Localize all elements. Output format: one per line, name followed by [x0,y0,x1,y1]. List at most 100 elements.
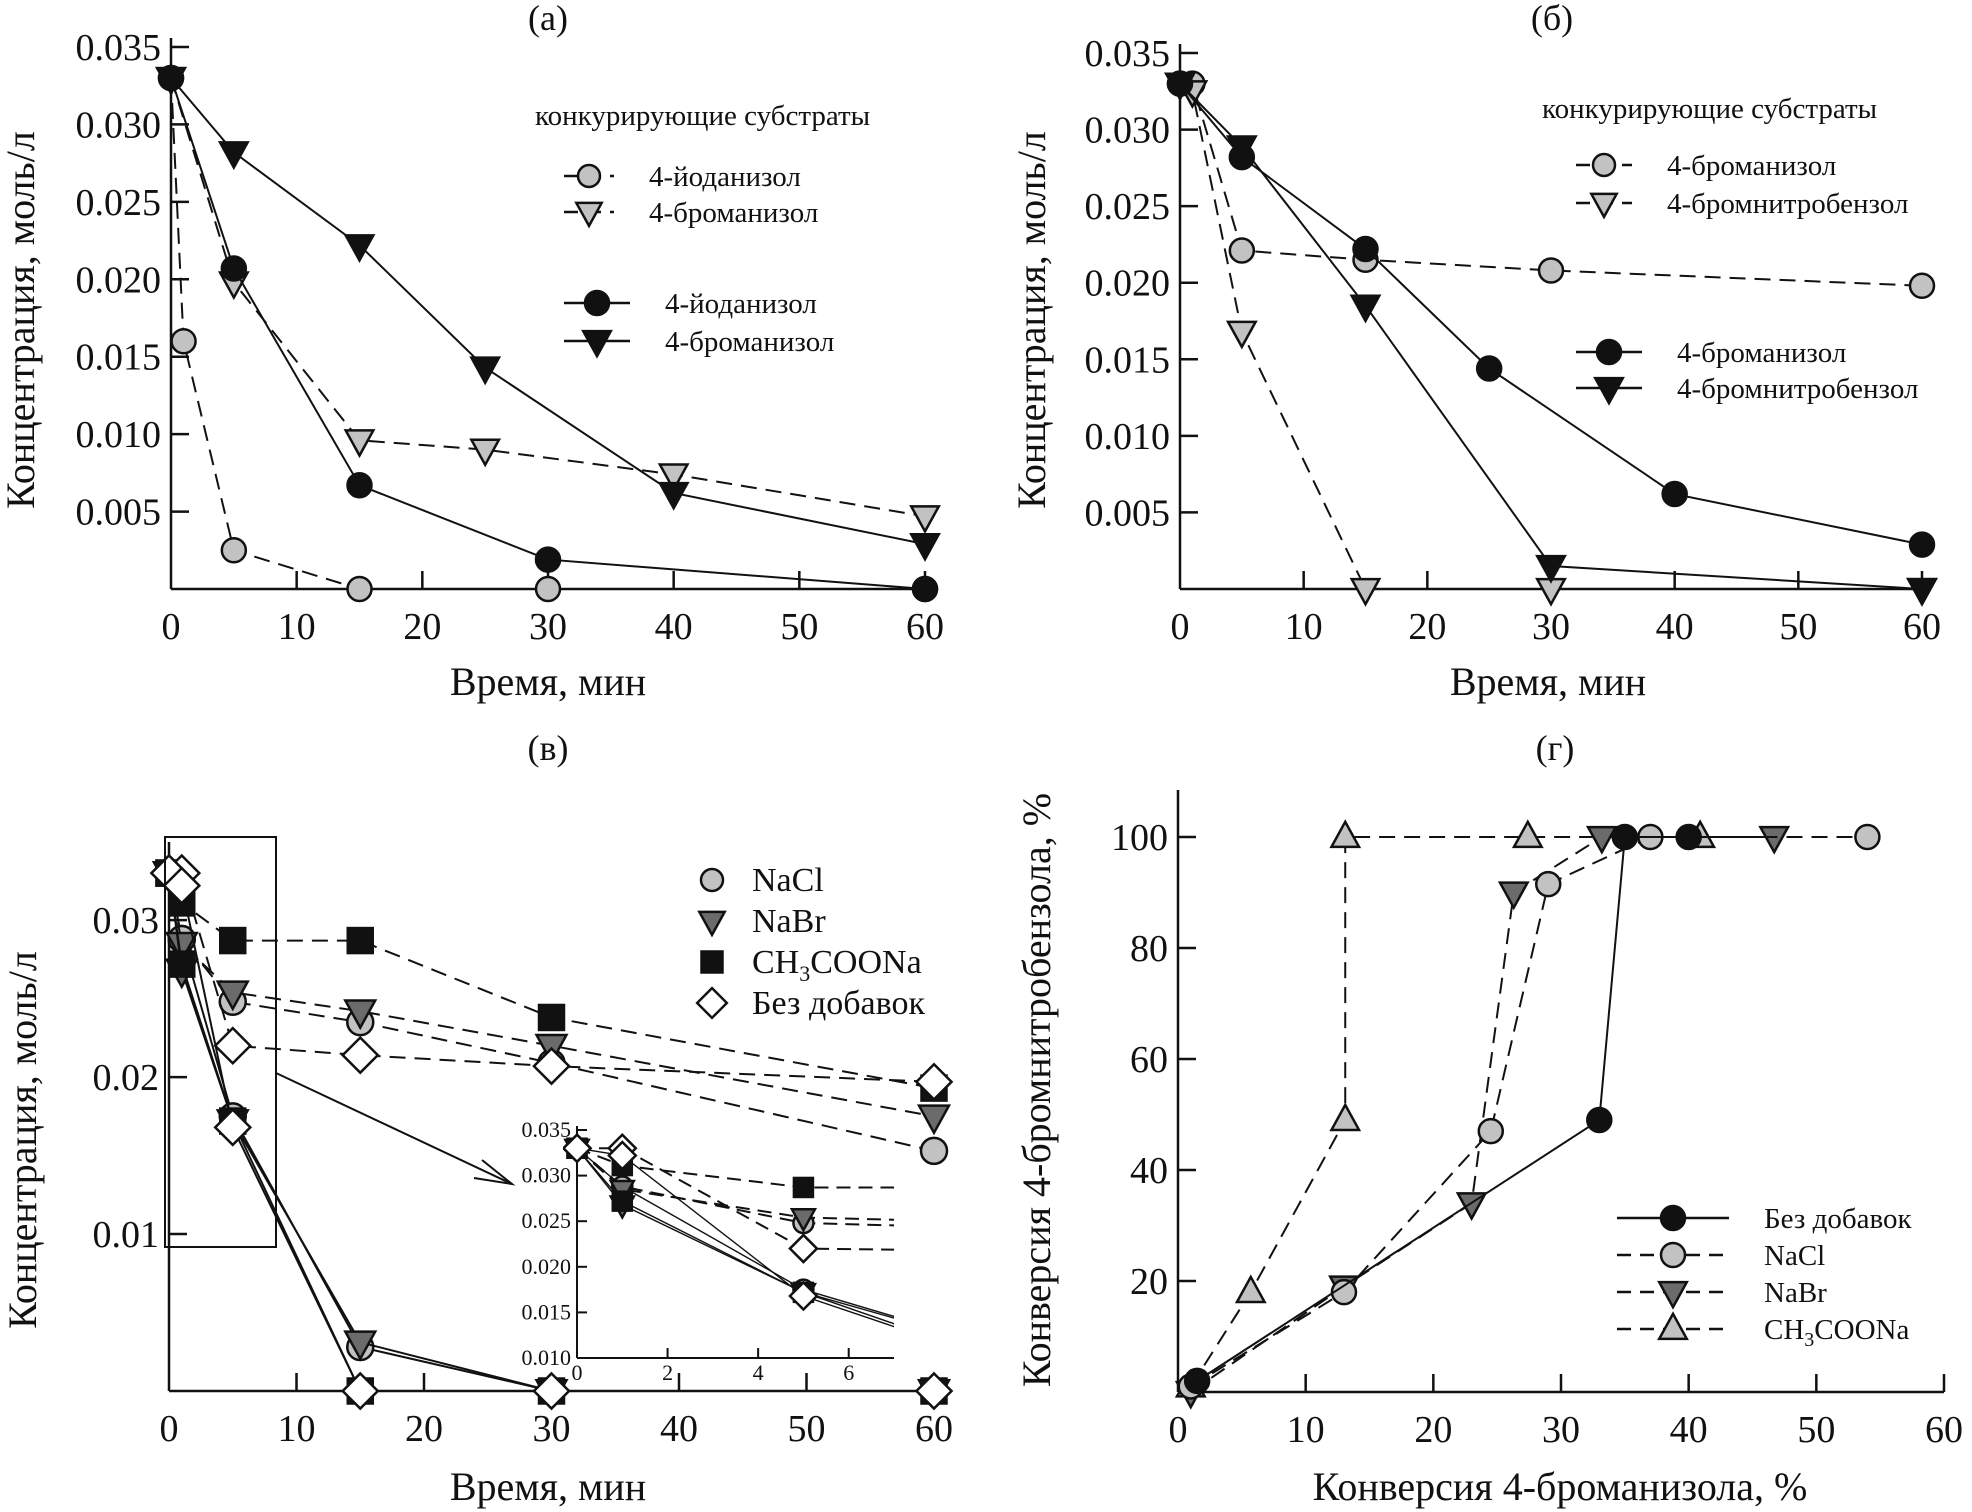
series-line [1189,836,1701,1387]
legend-label: Без добавок [1764,1203,1912,1235]
data-point-triangle-down [1535,554,1567,584]
x-tick-label: 30 [529,606,567,648]
y-tick-label: 0.030 [76,104,162,146]
data-point-triangle-down [343,999,378,1031]
data-point-triangle-down [909,505,941,534]
legend-marker-triangle-down [1657,1280,1689,1310]
series-line [170,77,926,518]
x-axis-title: Время, мин [1450,659,1646,704]
data-point-square [168,950,196,978]
data-point-triangle-down [1585,825,1618,855]
x-tick-label: 40 [660,1408,698,1450]
legend-marker-triangle-down [1589,192,1619,220]
data-point-circle [919,1136,949,1166]
y-tick-label: 20 [1130,1261,1168,1303]
data-point-triangle-down [916,1104,952,1136]
inset-series-line [576,1147,894,1325]
series-NaCl [1177,823,1881,1400]
data-point-triangle-down [343,429,376,459]
legend-marker-square [700,950,724,974]
inset-data-point-diamond [788,1233,819,1264]
legend-marker-triangle-up [1657,1311,1689,1341]
data-point-diamond [340,1371,380,1411]
x-tick-label: 50 [1779,606,1817,648]
y-tick-label: 0.005 [1085,492,1171,534]
x-tick-label: 50 [788,1408,826,1450]
inset-series [563,1132,894,1328]
legend: Без добавок NaCl NaBr CH3COONa [1617,1203,1912,1351]
inset-x-tick-label: 2 [662,1360,673,1385]
data-point-triangle-down [1225,320,1258,350]
x-tick-label: 10 [1285,606,1323,648]
data-point-circle [1477,1117,1505,1145]
legend-label: NaBr [1764,1277,1827,1309]
x-tick-label: 10 [1287,1409,1325,1451]
data-point-triangle-up [1329,819,1362,849]
series-Без-добавок-(4-бромнитробензол) [149,853,954,1411]
x-tick-label: 0 [1169,1409,1188,1451]
x-tick-label: 20 [1414,1409,1452,1451]
legend-marker-circle [1591,152,1617,178]
zoom-arrow-head [473,1159,516,1186]
y-axis-title: Конверсия 4-бромнитробензола, % [1014,793,1059,1387]
y-tick-label: 100 [1111,817,1168,859]
legend-label: Без добавок [752,985,925,1022]
y-tick-label: 40 [1130,1150,1168,1192]
legend-label: 4-бромнитробензол [1667,188,1908,220]
series-CH3COONa [1174,819,1717,1398]
x-tick-label: 60 [1903,606,1941,648]
data-point-circle [346,575,373,603]
inset-series-line [576,1147,894,1227]
data-point-triangle-down [1349,294,1382,324]
series-4-броманизол [155,66,941,534]
data-point-circle [170,327,197,355]
panel-b: 0 10 20 30 40 50 60 0.005 0.010 0.015 0.020 0.025 0.… [1009,0,1941,704]
inset-series-line [576,1147,894,1189]
inset-y-tick-label: 0.015 [522,1299,572,1324]
data-point-circle [1854,823,1881,851]
legend-marker-triangle-down [574,201,604,229]
inset-data-point-square [792,1176,815,1199]
legend-label: 4-бромнитробензол [1677,373,1918,405]
y-tick-label: 0.030 [1085,110,1171,152]
y-tick-label: 0.025 [1085,186,1171,228]
panel-label: (в) [528,728,569,768]
y-tick-label: 0.035 [1085,33,1171,75]
legend: конкурирующие субстраты 4-йоданизол 4-бром… [535,100,870,359]
data-point-circle [1675,823,1702,851]
x-tick-label: 40 [1670,1409,1708,1451]
x-tick-label: 20 [1408,606,1446,648]
inset-x-tick-label: 0 [572,1360,583,1385]
data-point-circle [1537,257,1565,284]
y-axis-title: Концентрация, моль/л [0,951,45,1329]
data-point-circle [1534,870,1562,898]
data-point-diamond [532,1046,571,1086]
y-tick-label: 0.020 [76,259,162,301]
inset-y-tick-label: 0.030 [522,1163,572,1188]
legend-label: 4-броманизол [1667,150,1836,182]
y-tick-label: 0.010 [76,414,162,456]
inset-series-line [576,1147,894,1328]
panel-label: (a) [528,0,568,38]
y-axis-title: Концентрация, моль/л [0,131,43,509]
x-tick-label: 20 [405,1408,443,1450]
legend-marker-circle [1595,338,1623,366]
legend-label: 4-йоданизол [665,288,817,320]
data-point-circle [1475,355,1503,382]
legend-label: 4-броманизол [1677,337,1846,369]
series-line [1196,836,1689,1382]
series-NaBr [1174,825,1791,1410]
x-tick-label: 40 [655,606,693,648]
data-point-triangle-down [1349,577,1382,607]
panel-g: 0 10 20 30 40 50 60 20 40 60 80 100 Конверсия 4-бром… [1014,728,1963,1509]
x-tick-label: 10 [278,1408,316,1450]
x-axis-title: Конверсия 4-броманизола, % [1313,1464,1808,1509]
legend-label: 4-броманизол [649,197,818,229]
y-tick-label: 0.010 [1085,416,1171,458]
data-point-triangle-down [343,234,376,263]
y-tick-label: 0.035 [76,27,162,69]
inset-data-point-square [611,1190,634,1212]
data-point-triangle-up [1234,1274,1267,1304]
panel-label: (г) [1536,728,1575,768]
legend-label: NaBr [752,903,826,940]
